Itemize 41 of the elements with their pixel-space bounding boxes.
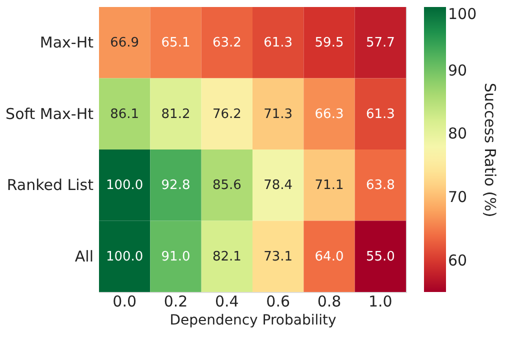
color-bar-label: 80: [448, 124, 468, 143]
x-tick-label: 0.0: [112, 292, 137, 310]
data-label: 91.0: [161, 249, 190, 264]
data-label: 63.2: [212, 36, 242, 51]
color-bar-label: 90: [448, 61, 468, 80]
x-axis-title: Dependency Probability: [170, 312, 336, 328]
color-bar-label: 100: [448, 5, 477, 23]
x-tick-label: 1.0: [368, 292, 392, 310]
data-label: 71.1: [314, 178, 344, 194]
x-tick-label: 0.6: [266, 292, 290, 310]
data-label: 65.1: [161, 36, 190, 51]
color-bar-title: Success Ratio (%): [481, 82, 499, 218]
data-label: 100.0: [106, 249, 144, 264]
data-label: 71.3: [264, 106, 293, 122]
x-tick-label: 0.8: [317, 292, 342, 310]
x-tick-label: 0.2: [164, 292, 188, 310]
data-label: 76.2: [212, 106, 242, 122]
data-label: 64.0: [314, 249, 344, 264]
data-label: 86.1: [110, 106, 140, 122]
data-label: 82.1: [212, 249, 242, 264]
color-bar-label: 60: [448, 251, 468, 270]
data-label: 73.1: [264, 249, 293, 264]
data-label: 100.0: [106, 178, 144, 194]
data-label: 92.8: [161, 178, 190, 194]
y-tick-label: Soft Max-Ht: [6, 104, 94, 123]
data-label: 81.2: [161, 106, 190, 122]
y-tick-label: All: [74, 247, 94, 266]
x-tick-label: 0.4: [214, 292, 239, 310]
data-label: 63.8: [366, 178, 395, 194]
y-tick-label: Ranked List: [6, 176, 94, 194]
data-label: 85.6: [212, 178, 242, 194]
data-label: 57.7: [366, 36, 395, 51]
data-label: 61.3: [366, 106, 395, 122]
data-label: 61.3: [264, 36, 293, 51]
data-label: 59.5: [314, 36, 344, 51]
color-bar-label: 70: [448, 188, 468, 206]
data-label: 66.3: [314, 106, 344, 122]
data-label: 66.9: [110, 36, 140, 51]
y-tick-label: Max-Ht: [40, 34, 94, 52]
data-label: 55.0: [366, 249, 395, 264]
data-label: 78.4: [264, 178, 293, 194]
